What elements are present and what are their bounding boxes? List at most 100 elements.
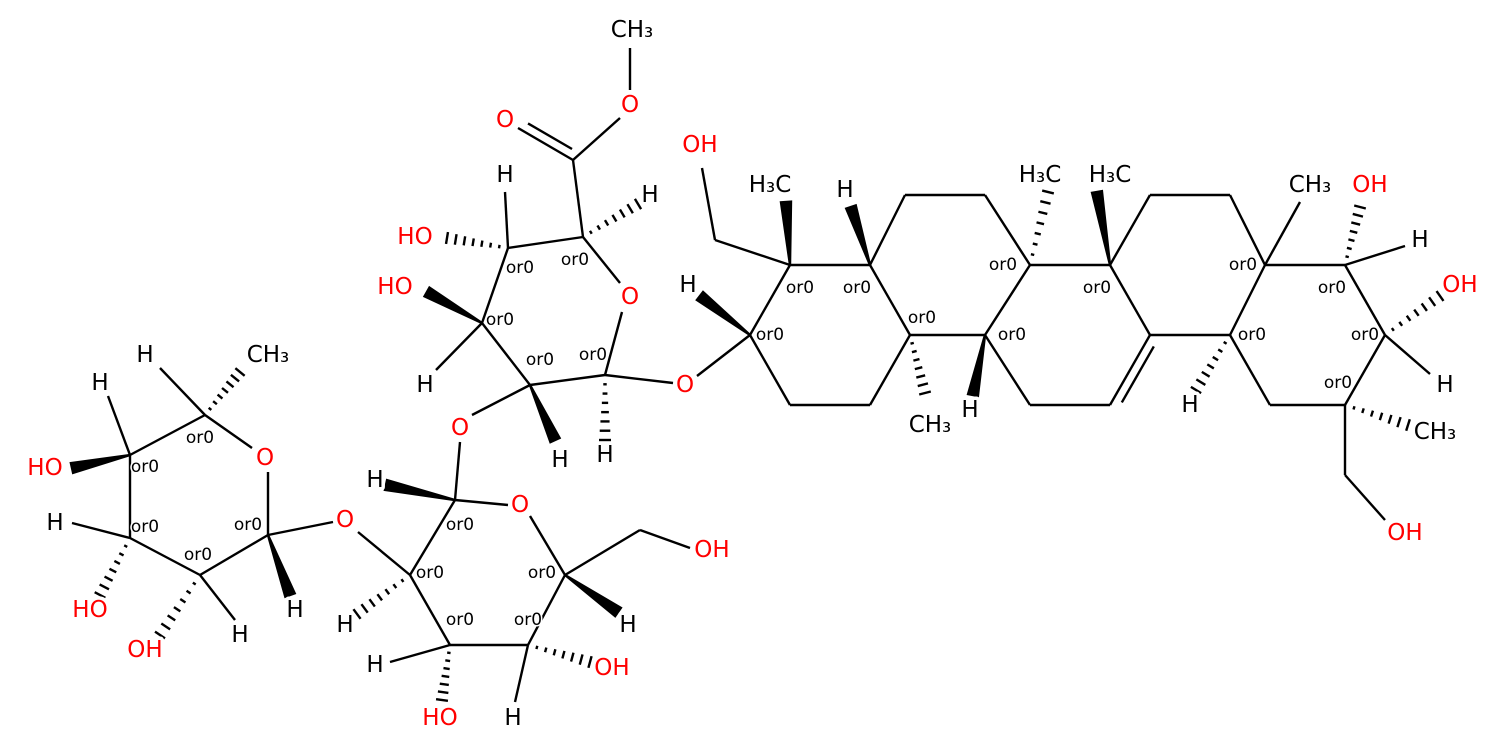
hashed-bond xyxy=(368,598,376,608)
hashed-bond xyxy=(569,652,575,662)
bond xyxy=(604,373,674,385)
bond xyxy=(513,644,530,703)
atom-label: H xyxy=(136,342,153,368)
atom-label: H₃C xyxy=(1019,162,1062,188)
atom-label: O xyxy=(336,507,354,533)
bond xyxy=(1384,334,1431,375)
atom-label: CH₃ xyxy=(247,342,290,368)
atom-label: CH₃ xyxy=(909,412,952,438)
atom-label: O xyxy=(256,445,274,471)
atom-label: H xyxy=(551,447,568,473)
bond xyxy=(1228,334,1272,406)
hashed-bond xyxy=(915,374,926,379)
bond xyxy=(582,236,621,284)
bond xyxy=(357,531,411,576)
hashed-bond xyxy=(216,393,224,400)
bond xyxy=(868,334,912,406)
bond xyxy=(1343,264,1387,336)
hashed-bond xyxy=(543,647,548,653)
hashed-bond xyxy=(160,622,171,631)
bond xyxy=(603,311,624,376)
atom-label: H xyxy=(961,397,978,423)
bond xyxy=(106,395,132,456)
bond xyxy=(748,334,792,406)
stereo-label: or0 xyxy=(1318,278,1346,298)
atom-label: H xyxy=(679,272,696,298)
hashed-bond xyxy=(1405,315,1412,322)
hashed-bond xyxy=(1036,221,1045,226)
wedge-bond xyxy=(966,334,987,398)
hashed-bond xyxy=(913,357,920,362)
atom-label: H xyxy=(366,467,383,493)
bond xyxy=(199,533,269,577)
bond xyxy=(526,574,567,646)
hashed-bond xyxy=(108,567,117,574)
atom-label: O xyxy=(451,415,469,441)
stereo-label: or0 xyxy=(561,250,589,270)
hashed-bond xyxy=(910,341,915,345)
stereo-label: or0 xyxy=(131,457,159,477)
hashed-bond xyxy=(443,666,450,671)
hashed-bond xyxy=(212,400,218,406)
wedge-bond xyxy=(564,573,623,618)
stereo-label: or0 xyxy=(1083,278,1111,298)
hashed-bond xyxy=(1190,385,1202,395)
stereo-label: or0 xyxy=(1324,373,1352,393)
bond xyxy=(700,167,717,241)
wedge-bond xyxy=(528,384,562,444)
atom-label: H xyxy=(596,442,613,468)
hashed-bond xyxy=(154,630,166,640)
atom-label: OH xyxy=(682,132,717,158)
hashed-bond xyxy=(400,578,405,583)
stereo-label: or0 xyxy=(234,515,262,535)
hashed-bond xyxy=(1390,327,1395,332)
atom-label: H xyxy=(504,705,521,731)
atom-label: H xyxy=(1411,227,1428,253)
stereo-label: or0 xyxy=(998,325,1026,345)
hashed-bond xyxy=(435,697,449,703)
hashed-bond xyxy=(1352,405,1356,410)
atom-label: OH xyxy=(694,537,729,563)
bond xyxy=(453,441,462,501)
atom-label: OH xyxy=(1387,520,1422,546)
hashed-bond xyxy=(1405,418,1411,432)
hashed-bond xyxy=(578,654,584,665)
bond xyxy=(71,521,131,540)
hashed-bond xyxy=(1212,355,1219,362)
hashed-bond xyxy=(611,214,618,223)
atom-label: H xyxy=(496,162,513,188)
hashed-bond xyxy=(1345,255,1350,259)
hashed-bond xyxy=(1361,408,1365,414)
hashed-bond xyxy=(1420,302,1428,312)
stereo-label: or0 xyxy=(131,517,159,537)
bond xyxy=(639,528,691,550)
hashed-bond xyxy=(552,648,557,656)
atom-label: CH₃ xyxy=(611,17,654,43)
hashed-bond xyxy=(1217,348,1223,354)
hashed-bond xyxy=(94,591,106,599)
atom-label: H xyxy=(641,182,658,208)
hashed-bond xyxy=(1369,410,1375,417)
bond xyxy=(983,264,1032,336)
atom-label: HO xyxy=(27,455,62,481)
hashed-bond xyxy=(1038,210,1048,216)
hashed-bond xyxy=(99,583,110,591)
stereo-label: or0 xyxy=(446,610,474,630)
hashed-bond xyxy=(1398,321,1404,327)
bond xyxy=(983,194,1032,266)
hashed-bond xyxy=(462,236,467,246)
hashed-bond xyxy=(1413,308,1420,317)
atom-label: CH₃ xyxy=(1289,172,1332,198)
atom-label: H xyxy=(1181,392,1198,418)
bond xyxy=(983,334,1032,406)
atom-label: HO xyxy=(422,705,457,731)
atom-label: OH xyxy=(594,655,629,681)
atom-label: H xyxy=(286,597,303,623)
hashed-bond xyxy=(535,645,539,650)
wedge-bond xyxy=(844,203,872,266)
hashed-bond xyxy=(1353,204,1367,210)
hashed-bond xyxy=(588,230,593,235)
hashed-bond xyxy=(441,674,450,679)
hashed-bond xyxy=(1206,363,1215,370)
hashed-bond xyxy=(225,380,235,389)
